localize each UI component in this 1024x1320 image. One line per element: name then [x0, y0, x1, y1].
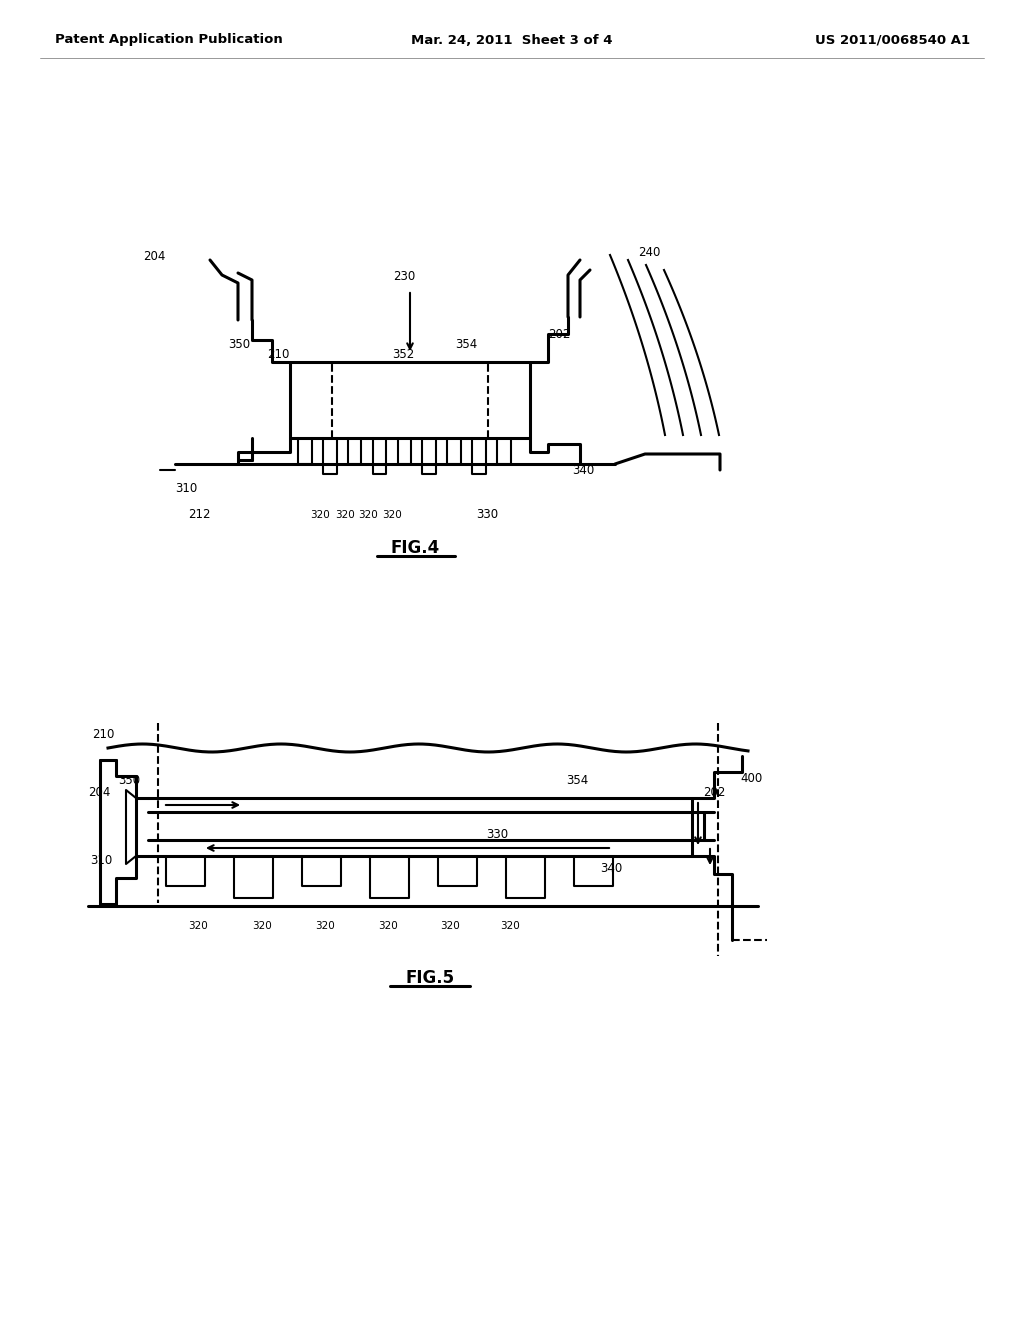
Text: 230: 230	[393, 271, 416, 284]
Text: 310: 310	[90, 854, 113, 867]
Text: 212: 212	[188, 508, 211, 521]
Text: 204: 204	[143, 251, 165, 264]
Text: 354: 354	[455, 338, 477, 351]
Text: 204: 204	[88, 787, 111, 800]
Text: 320: 320	[335, 510, 354, 520]
Text: 310: 310	[175, 482, 198, 495]
Text: 320: 320	[358, 510, 378, 520]
Text: 320: 320	[252, 921, 271, 931]
Text: 340: 340	[600, 862, 623, 874]
Text: 352: 352	[392, 347, 415, 360]
Text: Patent Application Publication: Patent Application Publication	[55, 33, 283, 46]
Text: Mar. 24, 2011  Sheet 3 of 4: Mar. 24, 2011 Sheet 3 of 4	[412, 33, 612, 46]
Text: 330: 330	[486, 829, 508, 842]
Text: 210: 210	[92, 727, 115, 741]
Text: 354: 354	[566, 774, 588, 787]
Text: 320: 320	[378, 921, 397, 931]
Text: 320: 320	[382, 510, 401, 520]
Text: 320: 320	[188, 921, 208, 931]
Text: 320: 320	[315, 921, 335, 931]
Text: 340: 340	[572, 463, 594, 477]
Text: 202: 202	[703, 787, 725, 800]
Text: 320: 320	[440, 921, 460, 931]
Text: 350: 350	[228, 338, 250, 351]
Text: US 2011/0068540 A1: US 2011/0068540 A1	[815, 33, 970, 46]
Text: 330: 330	[476, 508, 498, 521]
Text: FIG.5: FIG.5	[406, 969, 455, 987]
Text: 240: 240	[638, 247, 660, 260]
Text: 210: 210	[267, 347, 290, 360]
Text: 320: 320	[500, 921, 520, 931]
Text: 202: 202	[548, 327, 570, 341]
Text: 320: 320	[310, 510, 330, 520]
Text: 400: 400	[740, 771, 762, 784]
Text: 350: 350	[118, 774, 140, 787]
Text: FIG.4: FIG.4	[390, 539, 439, 557]
